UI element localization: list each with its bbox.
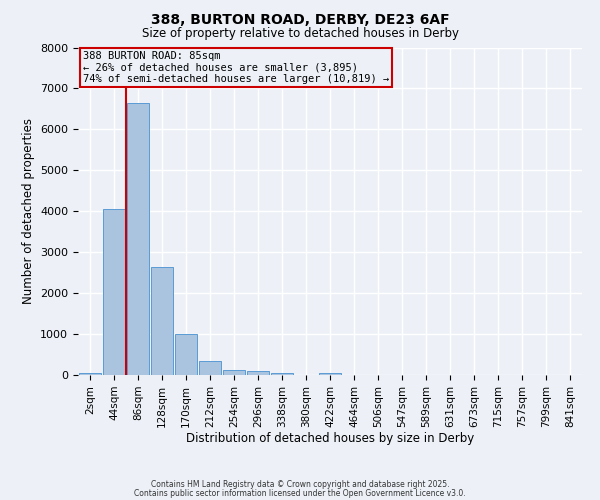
Bar — [151, 266, 173, 375]
Text: Contains public sector information licensed under the Open Government Licence v3: Contains public sector information licen… — [134, 488, 466, 498]
Bar — [175, 334, 197, 375]
Bar — [247, 371, 269, 375]
Bar — [127, 103, 149, 375]
Bar — [271, 372, 293, 375]
X-axis label: Distribution of detached houses by size in Derby: Distribution of detached houses by size … — [186, 432, 474, 446]
Bar — [199, 362, 221, 375]
Text: Contains HM Land Registry data © Crown copyright and database right 2025.: Contains HM Land Registry data © Crown c… — [151, 480, 449, 489]
Bar — [103, 209, 125, 375]
Text: Size of property relative to detached houses in Derby: Size of property relative to detached ho… — [142, 28, 458, 40]
Text: 388 BURTON ROAD: 85sqm
← 26% of detached houses are smaller (3,895)
74% of semi-: 388 BURTON ROAD: 85sqm ← 26% of detached… — [83, 51, 389, 84]
Y-axis label: Number of detached properties: Number of detached properties — [22, 118, 35, 304]
Text: 388, BURTON ROAD, DERBY, DE23 6AF: 388, BURTON ROAD, DERBY, DE23 6AF — [151, 12, 449, 26]
Bar — [319, 373, 341, 375]
Bar — [79, 372, 101, 375]
Bar — [223, 370, 245, 375]
